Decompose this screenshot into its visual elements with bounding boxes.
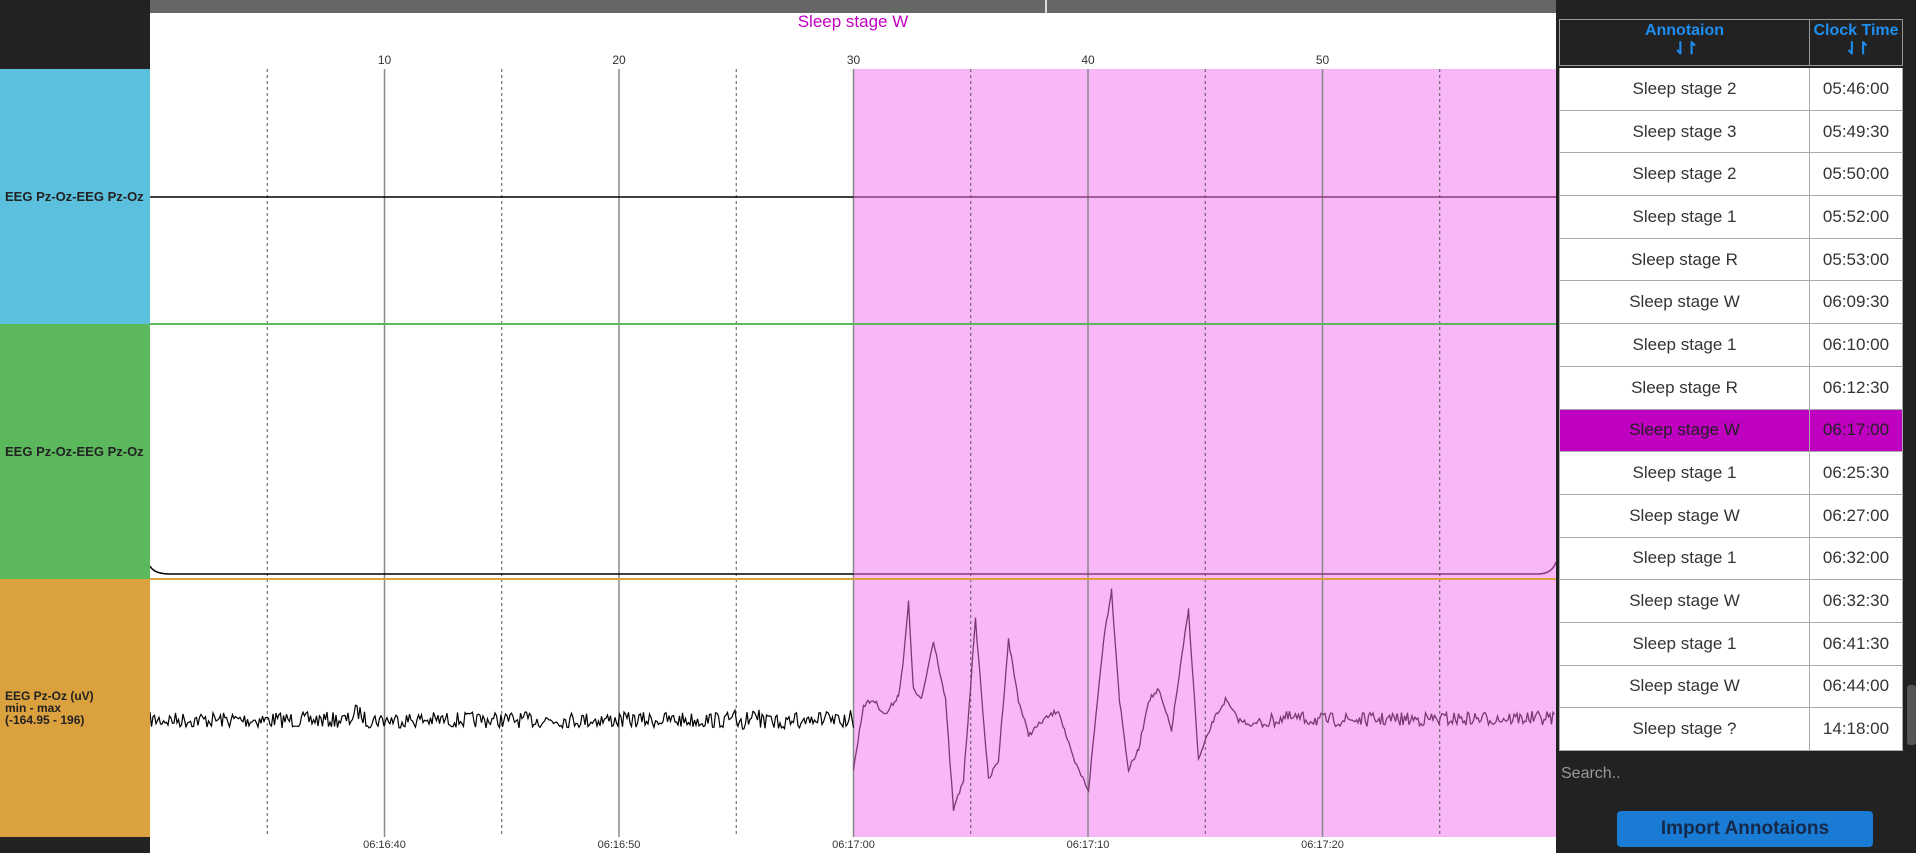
row-annotation-cell: Sleep stage ? xyxy=(1559,708,1810,750)
table-row[interactable]: Sleep stage W 06:32:30 xyxy=(1559,580,1903,623)
row-time-cell: 06:17:00 xyxy=(1810,409,1903,452)
row-time-cell: 05:46:00 xyxy=(1810,68,1903,110)
row-time-cell: 06:12:30 xyxy=(1810,366,1903,409)
time-scrollbar[interactable] xyxy=(150,0,1556,13)
row-time-cell: 06:32:00 xyxy=(1810,537,1903,580)
column-header-annotation[interactable]: Annotaion ⇃↾ xyxy=(1559,19,1810,66)
table-row[interactable]: Sleep stage W 06:27:00 xyxy=(1559,494,1903,538)
table-row[interactable]: Sleep stage W 06:44:00 xyxy=(1559,665,1903,709)
channel-3-range: (-164.95 - 196) xyxy=(5,713,85,727)
channel-label-3[interactable]: EEG Pz-Oz (uV) min - max (-164.95 - 196) xyxy=(0,579,150,837)
channel-label-1[interactable]: EEG Pz-Oz-EEG Pz-Oz xyxy=(0,69,150,324)
sort-arrows-icon[interactable]: ⇃↾ xyxy=(1673,39,1699,58)
table-row[interactable]: Sleep stage R 06:12:30 xyxy=(1559,366,1903,410)
row-annotation-cell: Sleep stage W xyxy=(1559,281,1810,324)
channel-2-name: EEG Pz-Oz-EEG Pz-Oz xyxy=(5,443,144,459)
table-row[interactable]: Sleep stage 1 05:52:00 xyxy=(1559,196,1903,239)
row-time-cell: 14:18:00 xyxy=(1810,708,1903,750)
row-annotation-cell: Sleep stage 1 xyxy=(1559,196,1810,238)
channel-3-info: EEG Pz-Oz (uV) min - max (-164.95 - 196) xyxy=(5,690,145,726)
row-annotation-cell: Sleep stage 1 xyxy=(1559,324,1810,366)
annotation-panel: Annotaion ⇃↾ Clock Time ⇃↾ Sleep stage 2… xyxy=(1556,0,1916,853)
signal-plot[interactable]: Sleep stage W 10 20 30 40 50 06:16:40 06:16:50… xyxy=(150,0,1556,853)
table-scrollbar[interactable] xyxy=(1907,685,1916,745)
channel-3-trace xyxy=(150,704,855,731)
row-annotation-cell: Sleep stage 2 xyxy=(1559,68,1810,110)
table-row[interactable]: Sleep stage W 06:17:00 xyxy=(1559,409,1903,453)
row-time-cell: 06:32:30 xyxy=(1810,580,1903,622)
bottom-tick-label: 06:17:10 xyxy=(1067,839,1110,851)
row-time-cell: 06:10:00 xyxy=(1810,324,1903,366)
import-annotations-button[interactable]: Import Annotaions xyxy=(1617,811,1873,847)
eeg-chart[interactable]: 10 20 30 40 50 06:16:40 06:16:50 06:17:00 06:17:… xyxy=(150,0,1556,853)
search-input[interactable] xyxy=(1559,760,1903,788)
top-tick-label: 30 xyxy=(847,53,861,67)
table-row[interactable]: Sleep stage 1 06:32:00 xyxy=(1559,537,1903,581)
top-tick-label: 20 xyxy=(612,53,626,67)
column-time-label: Clock Time xyxy=(1813,22,1899,39)
row-annotation-cell: Sleep stage W xyxy=(1559,409,1810,452)
table-row[interactable]: Sleep stage 1 06:25:30 xyxy=(1559,452,1903,495)
column-annotation-label: Annotaion xyxy=(1644,22,1725,39)
table-row[interactable]: Sleep stage R 05:53:00 xyxy=(1559,238,1903,282)
row-annotation-cell: Sleep stage 1 xyxy=(1559,537,1810,580)
row-time-cell: 06:27:00 xyxy=(1810,494,1903,537)
row-time-cell: 06:25:30 xyxy=(1810,452,1903,494)
column-header-clock-time[interactable]: Clock Time ⇃↾ xyxy=(1809,19,1903,66)
row-annotation-cell: Sleep stage 1 xyxy=(1559,622,1810,665)
scrollbar-position-marker[interactable] xyxy=(1045,0,1047,13)
row-time-cell: 05:49:30 xyxy=(1810,110,1903,153)
table-row[interactable]: Sleep stage ? 14:18:00 xyxy=(1559,708,1903,751)
table-row[interactable]: Sleep stage 1 06:41:30 xyxy=(1559,622,1903,666)
channel-3-minmax-label: min - max xyxy=(5,701,62,715)
row-annotation-cell: Sleep stage 3 xyxy=(1559,110,1810,153)
row-annotation-cell: Sleep stage 2 xyxy=(1559,153,1810,196)
row-annotation-cell: Sleep stage W xyxy=(1559,665,1810,708)
table-row[interactable]: Sleep stage 2 05:50:00 xyxy=(1559,153,1903,197)
table-header: Annotaion ⇃↾ Clock Time ⇃↾ xyxy=(1559,19,1903,66)
row-time-cell: 05:53:00 xyxy=(1810,238,1903,281)
row-time-cell: 05:50:00 xyxy=(1810,153,1903,196)
table-row[interactable]: Sleep stage W 06:09:30 xyxy=(1559,281,1903,325)
sort-arrows-icon[interactable]: ⇃↾ xyxy=(1844,39,1871,58)
annotation-rows: Sleep stage 2 05:46:00 Sleep stage 3 05:49:… xyxy=(1559,68,1903,751)
bottom-tick-label: 06:16:50 xyxy=(598,839,641,851)
bottom-tick-label: 06:17:20 xyxy=(1301,839,1344,851)
channel-1-name: EEG Pz-Oz-EEG Pz-Oz xyxy=(5,188,144,204)
channel-labels: EEG Pz-Oz-EEG Pz-Oz EEG Pz-Oz-EEG Pz-Oz … xyxy=(0,0,150,853)
row-annotation-cell: Sleep stage W xyxy=(1559,494,1810,537)
row-annotation-cell: Sleep stage W xyxy=(1559,580,1810,622)
row-annotation-cell: Sleep stage R xyxy=(1559,366,1810,409)
top-tick-label: 10 xyxy=(378,53,392,67)
table-row[interactable]: Sleep stage 1 06:10:00 xyxy=(1559,324,1903,367)
top-tick-label: 40 xyxy=(1081,53,1095,67)
channel-2-trace xyxy=(150,565,854,575)
row-annotation-cell: Sleep stage R xyxy=(1559,238,1810,281)
channel-label-2[interactable]: EEG Pz-Oz-EEG Pz-Oz xyxy=(0,324,150,579)
channel-3-trace xyxy=(852,588,1556,811)
top-tick-label: 50 xyxy=(1316,53,1330,67)
row-time-cell: 06:09:30 xyxy=(1810,281,1903,324)
row-time-cell: 05:52:00 xyxy=(1810,196,1903,238)
table-row[interactable]: Sleep stage 2 05:46:00 xyxy=(1559,68,1903,111)
bottom-tick-label: 06:17:00 xyxy=(832,839,875,851)
table-row[interactable]: Sleep stage 3 05:49:30 xyxy=(1559,110,1903,154)
channel-3-name: EEG Pz-Oz (uV) xyxy=(5,689,94,703)
plot-title: Sleep stage W xyxy=(797,12,909,31)
row-annotation-cell: Sleep stage 1 xyxy=(1559,452,1810,494)
channel-2-trace xyxy=(853,561,1556,575)
row-time-cell: 06:44:00 xyxy=(1810,665,1903,708)
bottom-tick-label: 06:16:40 xyxy=(363,839,406,851)
row-time-cell: 06:41:30 xyxy=(1810,622,1903,665)
